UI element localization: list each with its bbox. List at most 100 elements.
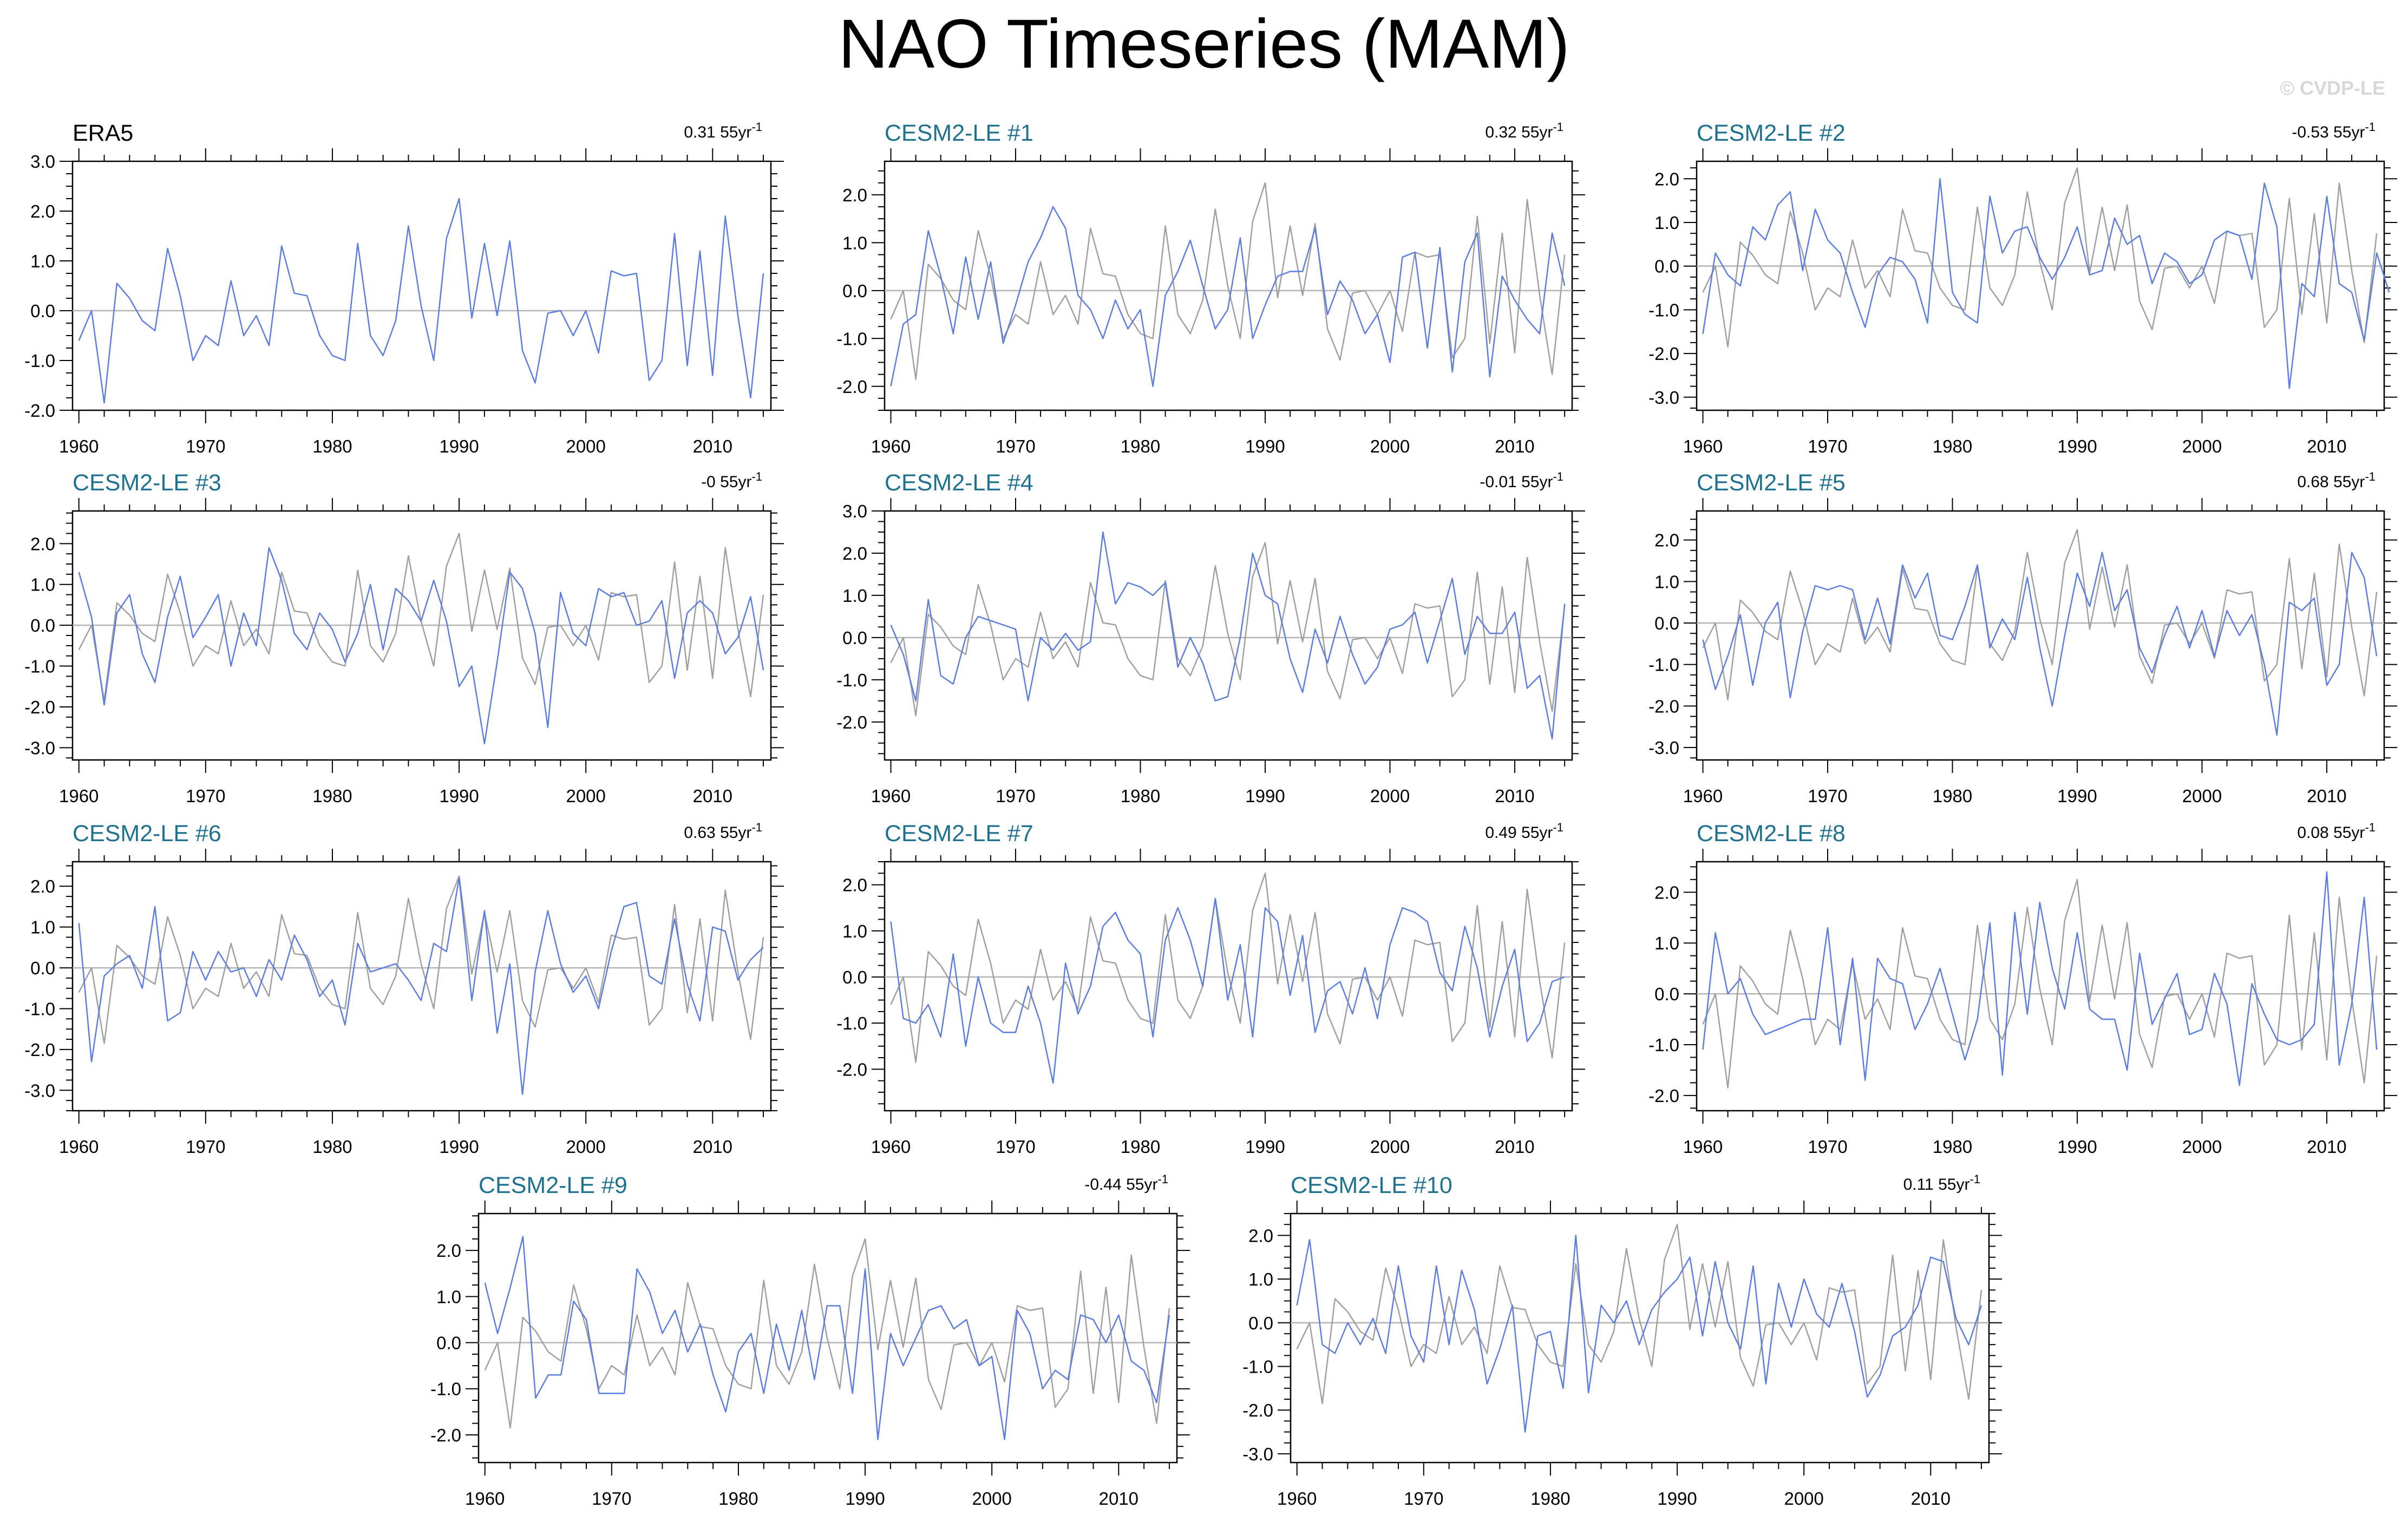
trend-exponent: -1 — [1553, 470, 1563, 483]
x-tick-label: 2000 — [566, 1137, 605, 1157]
x-tick-label: 2000 — [1784, 1489, 1823, 1509]
y-tick-label: -2.0 — [24, 697, 55, 717]
series-line-reference — [890, 182, 1566, 380]
x-tick-label: 1960 — [465, 1489, 505, 1509]
series-line-member — [78, 877, 764, 1096]
panel-title: ERA5 — [73, 120, 133, 146]
x-tick-label: 1990 — [845, 1489, 885, 1509]
panel-title: CESM2-LE #3 — [73, 470, 221, 496]
y-tick-label: 1.0 — [1654, 933, 1679, 953]
panel-title: CESM2-LE #8 — [1697, 821, 1846, 847]
x-tick-label: 2010 — [2307, 786, 2346, 806]
series-line-reference — [78, 533, 764, 702]
trend-label: -0.01 55yr-1 — [1480, 470, 1563, 491]
series-line-obs — [78, 198, 764, 404]
trend-label: 0.31 55yr-1 — [684, 120, 762, 141]
y-tick-label: 2.0 — [842, 543, 867, 563]
y-tick-label: 3.0 — [842, 501, 867, 521]
panel-cesm2-le-10: 1960 1970 1980 1990 2000 2010 2.0 1.0 0.0 -1.0 -2.… — [1242, 1172, 2002, 1509]
x-tick-label: 1980 — [718, 1489, 758, 1509]
trend-exponent: -1 — [1553, 120, 1563, 134]
x-tick-label: 1960 — [59, 786, 99, 806]
series-line-member — [890, 206, 1566, 388]
y-tick-label: -1.0 — [1648, 655, 1679, 675]
y-tick-label: 1.0 — [842, 233, 867, 253]
x-tick-label: 1960 — [1683, 786, 1723, 806]
trend-exponent: -1 — [2365, 120, 2376, 134]
trend-value: 0.63 55yr — [684, 824, 751, 842]
y-tick-label: 1.0 — [30, 575, 55, 595]
x-tick-label: 1980 — [1121, 436, 1160, 456]
trend-label: 0.11 55yr-1 — [1903, 1172, 1980, 1194]
x-tick-label: 1990 — [439, 1137, 479, 1157]
plot-frame — [884, 160, 1573, 411]
y-tick-label: -1.0 — [836, 1013, 867, 1033]
y-tick-label: 0.0 — [1654, 984, 1679, 1004]
y-tick-label: -3.0 — [24, 1080, 55, 1100]
series-line-member — [1702, 552, 2378, 736]
trend-exponent: -1 — [751, 821, 762, 834]
trend-label: -0.44 55yr-1 — [1084, 1172, 1168, 1194]
x-tick-label: 1980 — [312, 1137, 352, 1157]
x-tick-label: 2000 — [566, 786, 605, 806]
x-tick-label: 2010 — [2307, 436, 2346, 456]
x-tick-label: 1960 — [871, 786, 911, 806]
y-tick-label: 1.0 — [1654, 213, 1679, 233]
y-tick-label: 0.0 — [436, 1333, 461, 1353]
series-line-reference — [890, 542, 1566, 717]
trend-value: 0.68 55yr — [2297, 473, 2365, 491]
y-tick-label: 2.0 — [30, 534, 55, 554]
y-tick-label: -1.0 — [1648, 1035, 1679, 1055]
y-tick-label: 2.0 — [842, 185, 867, 205]
x-tick-label: 1980 — [1933, 1137, 1972, 1157]
panel-title: CESM2-LE #2 — [1697, 120, 1846, 146]
panel-cesm2-le-1: 1960 1970 1980 1990 2000 2010 2.0 1.0 0.0 -1.0 -2.… — [836, 120, 1585, 456]
x-tick-label: 1980 — [1933, 786, 1972, 806]
y-tick-label: -2.0 — [1648, 696, 1679, 716]
series-line-reference — [484, 1238, 1170, 1429]
series-line-reference — [890, 873, 1566, 1063]
y-tick-label: 2.0 — [30, 876, 55, 896]
series-line-member — [890, 531, 1566, 740]
y-tick-label: 0.0 — [1654, 257, 1679, 277]
series-line-member — [484, 1236, 1170, 1440]
trend-exponent: -1 — [2365, 821, 2376, 834]
trend-exponent: -1 — [751, 470, 762, 483]
x-tick-label: 1990 — [2057, 436, 2097, 456]
x-tick-label: 1970 — [186, 786, 225, 806]
x-tick-label: 1990 — [1245, 1137, 1285, 1157]
panel-cesm2-le-4: 1960 1970 1980 1990 2000 2010 3.0 2.0 1.0 0.0 -1.0… — [836, 470, 1585, 806]
y-tick-label: 1.0 — [842, 921, 867, 941]
plot-frame — [884, 510, 1573, 761]
trend-value: 0.49 55yr — [1485, 824, 1553, 842]
x-tick-label: 1990 — [2057, 786, 2097, 806]
x-tick-label: 2010 — [1495, 1137, 1534, 1157]
x-tick-label: 1970 — [1808, 1137, 1847, 1157]
series-line-reference — [1702, 878, 2378, 1089]
plot-frame — [71, 861, 772, 1112]
series-line-member — [1702, 871, 2378, 1086]
x-tick-label: 2000 — [2182, 436, 2222, 456]
page-title: NAO Timeseries (MAM) — [838, 5, 1570, 83]
x-tick-label: 1990 — [439, 786, 479, 806]
trend-label: 0.08 55yr-1 — [2297, 821, 2376, 842]
panel-cesm2-le-5: 1960 1970 1980 1990 2000 2010 2.0 1.0 0.0 -1.0 -2.… — [1648, 470, 2397, 806]
x-tick-label: 2000 — [1370, 786, 1410, 806]
y-tick-label: -2.0 — [24, 401, 55, 421]
panel-cesm2-le-3: 1960 1970 1980 1990 2000 2010 2.0 1.0 0.0 -1.0 -2.… — [24, 470, 784, 806]
x-tick-label: 1970 — [996, 1137, 1035, 1157]
y-tick-label: -1.0 — [24, 999, 55, 1019]
x-tick-label: 1990 — [1657, 1489, 1697, 1509]
x-tick-label: 1990 — [1245, 436, 1285, 456]
x-tick-label: 1970 — [996, 436, 1035, 456]
x-tick-label: 1990 — [439, 436, 479, 456]
y-tick-label: 0.0 — [1248, 1313, 1273, 1333]
x-tick-label: 1970 — [592, 1489, 631, 1509]
y-tick-label: 1.0 — [30, 917, 55, 937]
y-tick-label: -2.0 — [836, 712, 867, 732]
x-tick-label: 1970 — [186, 436, 225, 456]
y-tick-label: -3.0 — [1648, 738, 1679, 758]
x-tick-label: 1960 — [59, 436, 99, 456]
y-tick-label: 1.0 — [1248, 1269, 1273, 1289]
